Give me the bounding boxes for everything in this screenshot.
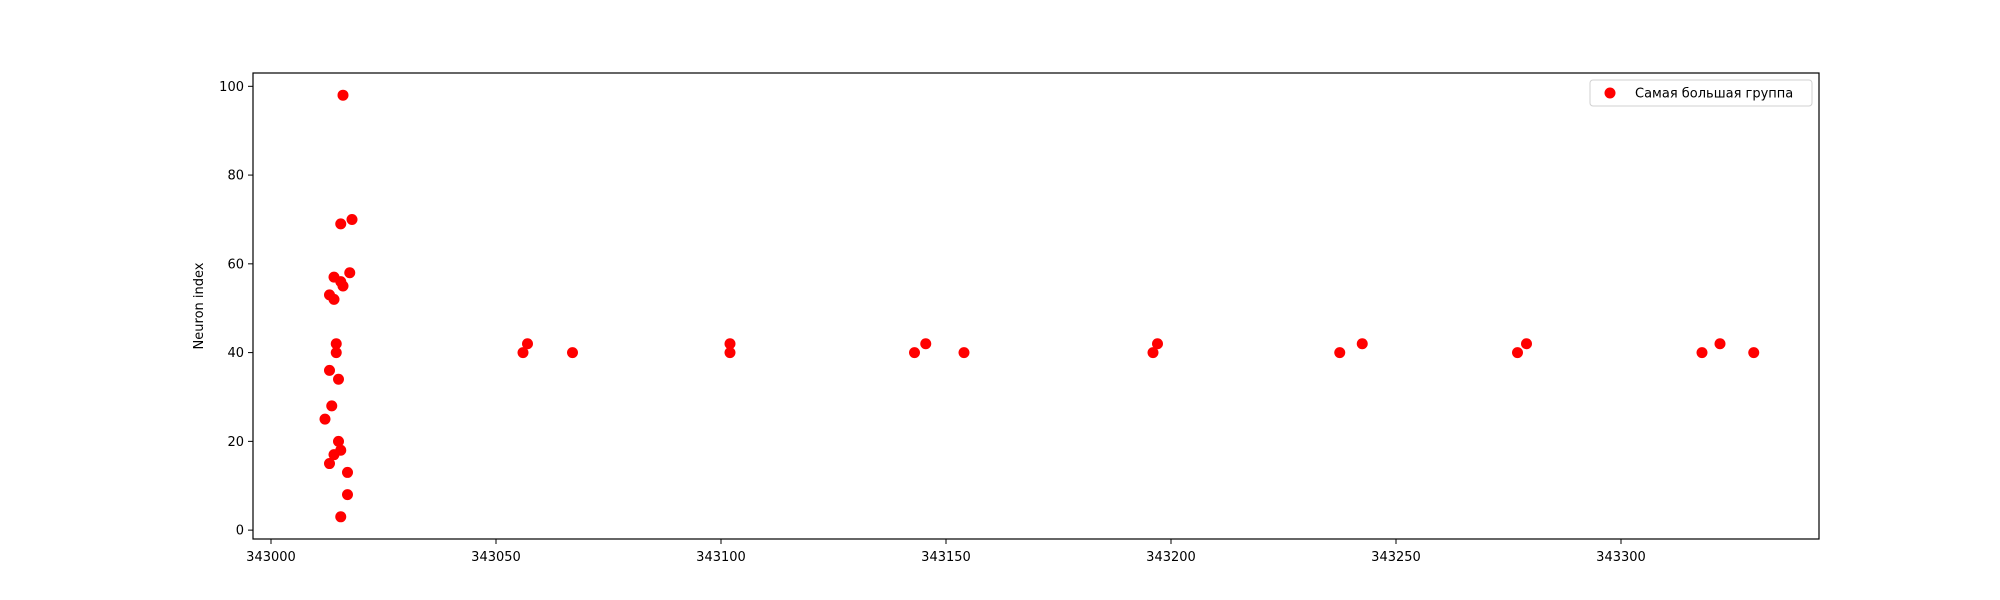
data-point bbox=[342, 489, 353, 501]
x-tick-label: 343150 bbox=[921, 550, 971, 565]
data-point bbox=[324, 364, 335, 376]
legend-marker bbox=[1604, 87, 1616, 99]
data-point bbox=[328, 449, 340, 461]
data-point bbox=[333, 373, 344, 385]
legend-label: Самая большая группа bbox=[1635, 87, 1793, 102]
data-point bbox=[920, 338, 932, 350]
data-point bbox=[346, 213, 358, 225]
data-point bbox=[517, 347, 529, 359]
y-tick-label: 40 bbox=[227, 346, 244, 361]
y-axis-label: Neuron index bbox=[192, 262, 207, 349]
data-point bbox=[1152, 338, 1163, 350]
data-point bbox=[1356, 338, 1368, 350]
x-axis-ticks: 343000 343050 343100 343150 343200 343250 3433… bbox=[246, 539, 1646, 565]
data-point bbox=[335, 511, 347, 523]
data-point bbox=[330, 338, 342, 350]
legend-box bbox=[1589, 79, 1813, 107]
plot-frame bbox=[252, 72, 1820, 540]
y-tick-label: 100 bbox=[219, 80, 244, 95]
data-point bbox=[1147, 347, 1159, 359]
x-tick-label: 343100 bbox=[696, 550, 746, 565]
data-point bbox=[344, 267, 356, 279]
data-point bbox=[909, 347, 920, 359]
data-point bbox=[328, 293, 340, 305]
plot-area bbox=[253, 73, 1819, 539]
data-point bbox=[326, 400, 338, 412]
x-tick-label: 343300 bbox=[1596, 550, 1646, 565]
data-point bbox=[1521, 338, 1532, 350]
data-point bbox=[319, 413, 331, 425]
data-point bbox=[1334, 347, 1346, 359]
y-tick-label: 0 bbox=[236, 524, 244, 539]
data-point bbox=[724, 347, 736, 359]
x-tick-label: 343250 bbox=[1371, 550, 1421, 565]
y-tick-label: 80 bbox=[227, 169, 244, 184]
data-point bbox=[337, 89, 349, 101]
data-point bbox=[1512, 347, 1523, 359]
data-point bbox=[330, 347, 342, 359]
y-tick-label: 20 bbox=[227, 435, 244, 450]
y-tick-label: 60 bbox=[227, 257, 244, 272]
data-point bbox=[1748, 347, 1760, 359]
data-point bbox=[333, 435, 344, 447]
data-point bbox=[337, 280, 349, 292]
data-point bbox=[724, 338, 736, 350]
data-point bbox=[1714, 338, 1726, 350]
data-point bbox=[522, 338, 533, 350]
data-point bbox=[324, 458, 335, 470]
legend: Самая большая группа bbox=[1589, 79, 1813, 107]
data-point bbox=[567, 347, 578, 359]
data-point bbox=[958, 347, 970, 359]
data-point bbox=[1696, 347, 1708, 359]
y-axis-ticks: 0 20 40 60 80 100 bbox=[219, 80, 253, 539]
data-point bbox=[335, 218, 347, 230]
x-tick-label: 343200 bbox=[1146, 550, 1196, 565]
data-point bbox=[342, 466, 353, 478]
x-tick-label: 343000 bbox=[246, 550, 296, 565]
points-layer bbox=[319, 89, 1760, 523]
x-tick-label: 343050 bbox=[471, 550, 521, 565]
